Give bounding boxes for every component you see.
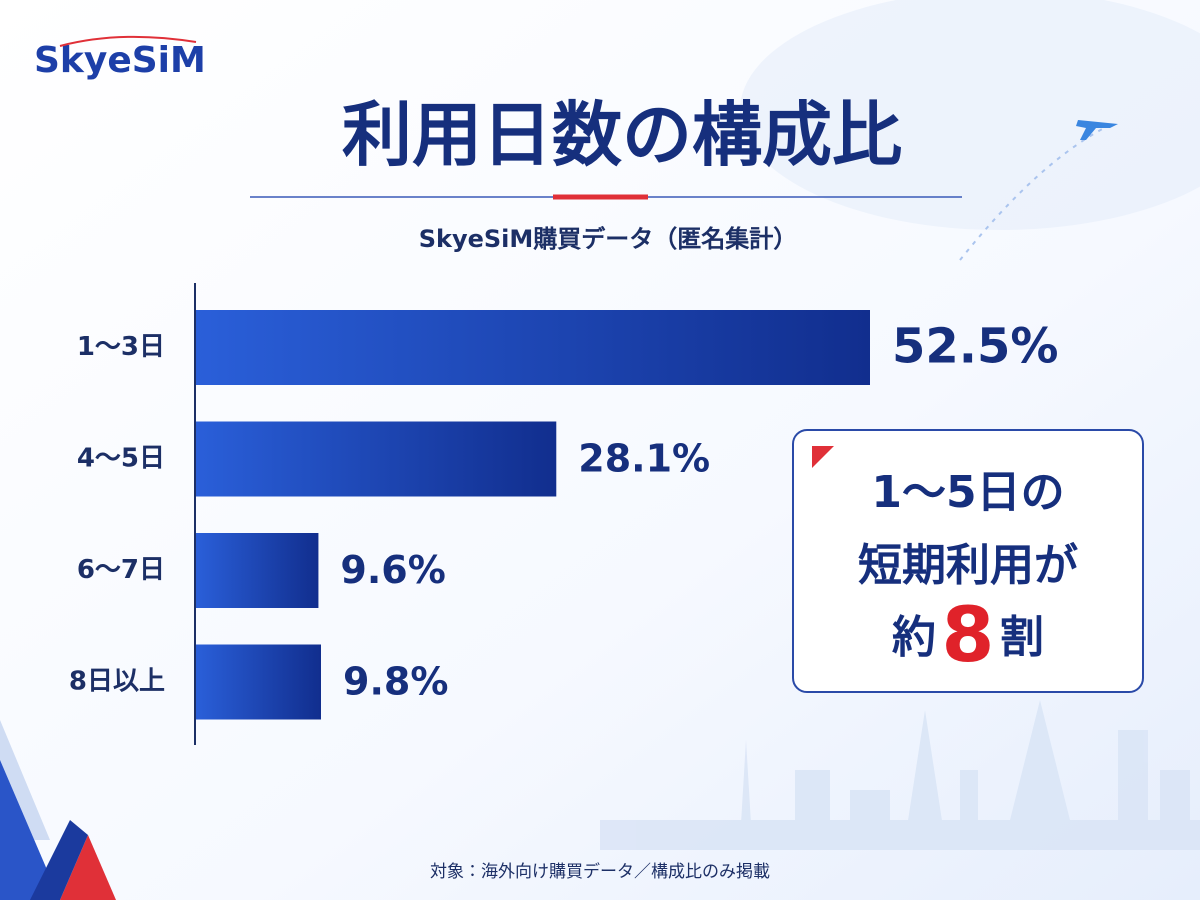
chart-title: 利用日数の構成比	[342, 94, 902, 176]
map-decoration	[740, 0, 1200, 230]
category-label: 1〜3日	[77, 332, 165, 362]
skyline	[600, 700, 1200, 850]
callout-text: 1〜5日の	[871, 467, 1064, 518]
logo: SkyeSiM	[34, 40, 206, 81]
value-label: 9.8%	[343, 660, 448, 704]
chart-subtitle: SkyeSiM購買データ（匿名集計）	[419, 225, 798, 253]
bar	[196, 644, 321, 720]
category-label: 6〜7日	[77, 555, 165, 585]
footnote: 対象：海外向け購買データ／構成比のみ掲載	[430, 861, 770, 882]
callout-text: 割	[1000, 612, 1044, 663]
callout-text: 約 8 割	[892, 590, 1044, 679]
value-label: 9.6%	[340, 548, 445, 592]
bar	[196, 310, 870, 385]
value-label: 52.5%	[892, 319, 1059, 375]
flight-path	[959, 124, 1111, 261]
callout-box	[792, 429, 1144, 693]
category-label: 4〜5日	[77, 444, 165, 474]
bar	[196, 421, 557, 497]
callout-text: 短期利用が	[858, 540, 1078, 591]
corner-decoration	[0, 760, 60, 900]
category-label: 8日以上	[69, 667, 165, 697]
bar	[196, 533, 319, 608]
callout-text: 約	[892, 612, 936, 663]
corner-decoration	[30, 820, 88, 900]
value-label: 28.1%	[578, 437, 710, 481]
airplane-icon	[1076, 120, 1118, 140]
corner-decoration	[60, 835, 116, 900]
logo-swoosh	[59, 35, 197, 47]
callout-emphasis: 8	[942, 590, 995, 679]
callout-marker	[812, 446, 834, 468]
